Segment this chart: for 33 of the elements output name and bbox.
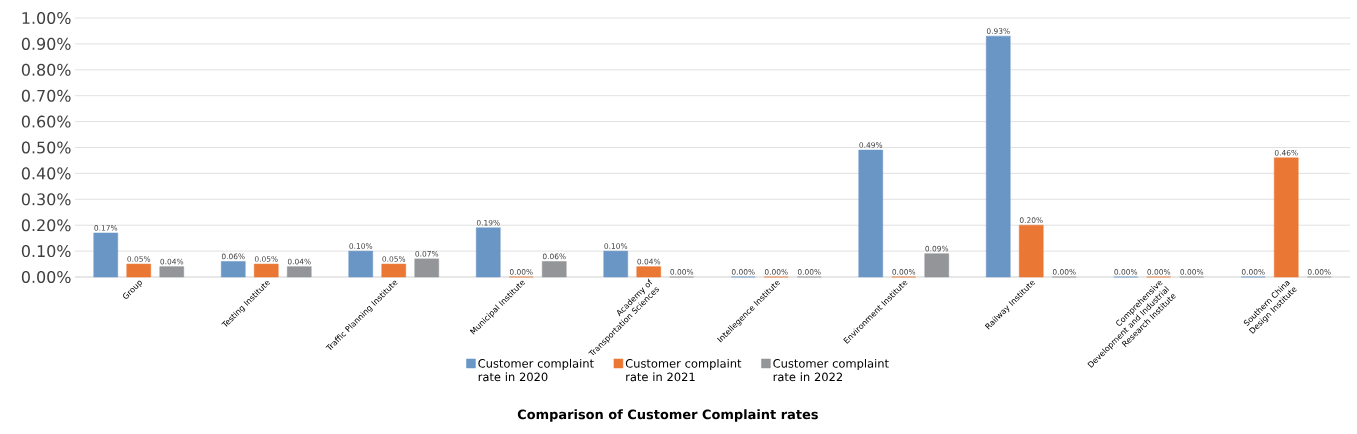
bar xyxy=(1273,157,1299,278)
y-tick-label: 0.40% xyxy=(21,167,71,180)
legend-label: Customer complaint rate in 2022 xyxy=(773,358,889,382)
bar xyxy=(1018,224,1044,278)
bar xyxy=(93,232,118,278)
bar xyxy=(254,263,279,278)
y-tick-label: 0.80% xyxy=(21,63,71,76)
legend-label: Customer complaint rate in 2021 xyxy=(625,358,742,382)
bar xyxy=(381,263,406,278)
bar xyxy=(924,253,949,278)
y-tick-label: 0.50% xyxy=(21,141,71,154)
y-tick-label: 1.00% xyxy=(22,11,71,25)
bar xyxy=(858,149,883,278)
y-tick-label: 0.20% xyxy=(21,219,71,232)
bar xyxy=(414,258,439,278)
y-tick-label: 0.60% xyxy=(21,115,71,128)
bar xyxy=(603,250,628,278)
bar xyxy=(287,266,312,278)
bar xyxy=(126,263,151,278)
y-tick-label: 0.90% xyxy=(21,37,71,50)
bar xyxy=(476,227,501,278)
bar xyxy=(985,35,1011,278)
bar xyxy=(159,266,184,278)
bar xyxy=(636,266,661,278)
y-tick-label: 0.10% xyxy=(21,245,71,258)
text: Comparison of Customer Complaint rates xyxy=(517,409,818,422)
y-tick-label: 0.70% xyxy=(21,89,71,102)
legend-label: Customer complaint rate in 2020 xyxy=(478,358,594,382)
bar xyxy=(542,261,567,278)
y-tick-label: 0.00% xyxy=(21,270,71,284)
bar xyxy=(221,261,246,278)
y-tick-label: 0.30% xyxy=(21,193,71,206)
bar xyxy=(348,250,373,278)
